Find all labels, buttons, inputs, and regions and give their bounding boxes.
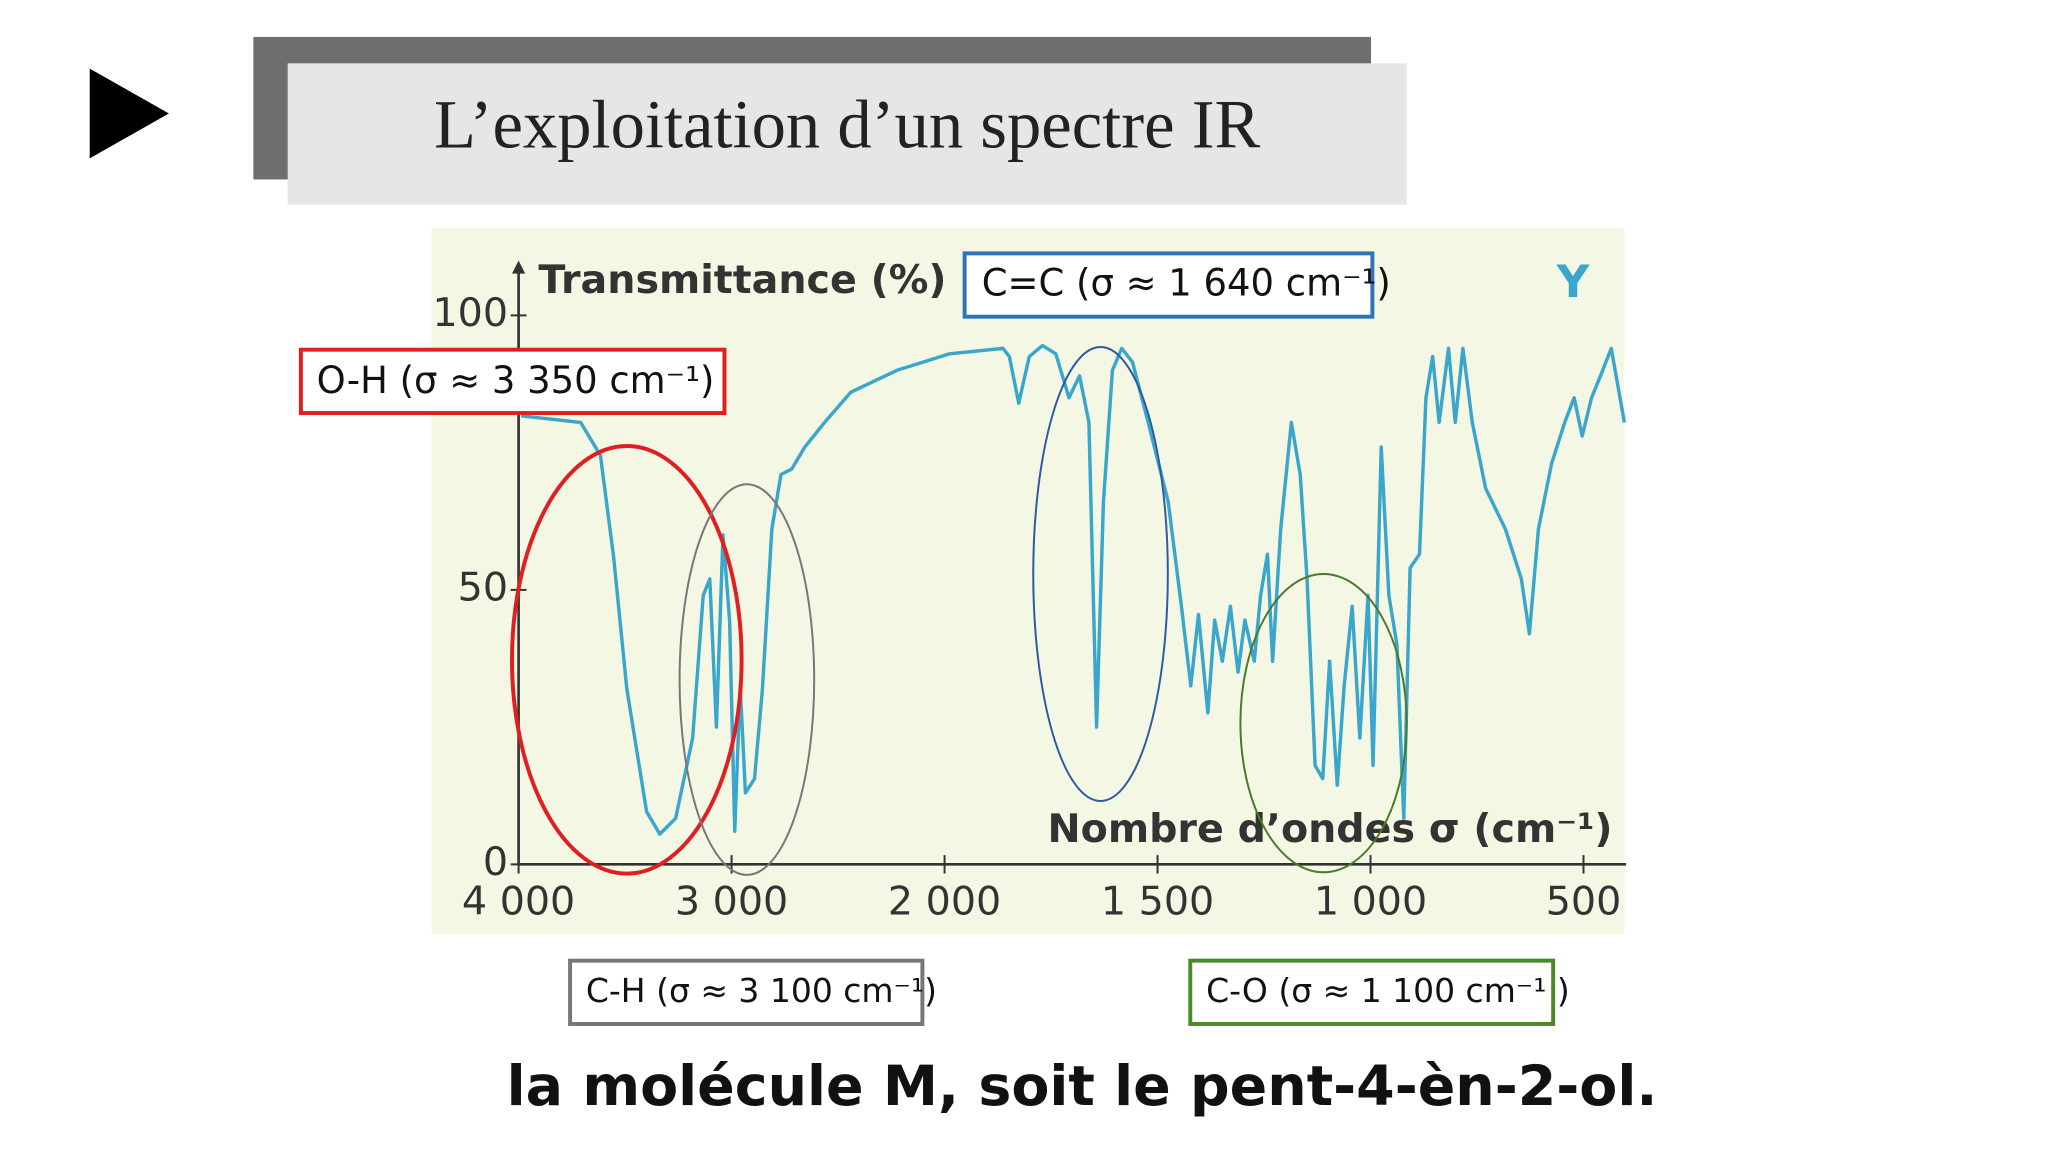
play-icon	[89, 68, 169, 159]
caption: la molécule M, soit le pent-4-èn-2-ol.	[507, 1055, 1658, 1119]
y-axis-arrow	[512, 260, 526, 274]
y-tick-label: 100	[432, 290, 508, 336]
co-box	[1188, 958, 1556, 1026]
slide-title: L’exploitation d’un spectre IR	[434, 87, 1261, 163]
y-axis-label: Transmittance (%)	[538, 257, 946, 303]
x-tick-label: 3 000	[675, 878, 788, 924]
cc-annotation: C=C (σ ≈ 1 640 cm⁻¹)	[982, 262, 1391, 305]
x-axis-label: Nombre d’ondes σ (cm⁻¹)	[1048, 806, 1613, 852]
ch-ellipse	[678, 483, 816, 876]
spectrum-label: Y	[1556, 255, 1590, 308]
x-tick-label: 1 000	[1314, 878, 1427, 924]
spectrum-line	[520, 343, 1627, 836]
title-box	[287, 63, 1407, 205]
oh-ellipse	[510, 444, 744, 876]
x-tick-label: 4 000	[462, 878, 575, 924]
ch-annotation: C-H (σ ≈ 3 100 cm⁻¹)	[586, 971, 937, 1010]
x-tick-label: 500	[1546, 878, 1622, 924]
x-tick-label: 2 000	[888, 878, 1001, 924]
chart-background	[431, 228, 1625, 935]
co-ellipse	[1239, 573, 1408, 874]
oh-annotation: O-H (σ ≈ 3 350 cm⁻¹)	[317, 359, 715, 402]
y-tick-label: 0	[483, 839, 508, 885]
x-tick-label: 1 500	[1101, 878, 1214, 924]
co-annotation: C-O (σ ≈ 1 100 cm⁻¹ )	[1206, 971, 1570, 1010]
cc-box	[962, 251, 1375, 319]
y-tick-label: 50	[458, 564, 508, 610]
ch-box	[568, 958, 925, 1026]
chart: 0 50 100 4 000 3 000 2 000 1 500 1 000 500	[432, 260, 1627, 924]
oh-box	[298, 347, 727, 416]
cc-ellipse	[1032, 346, 1169, 802]
